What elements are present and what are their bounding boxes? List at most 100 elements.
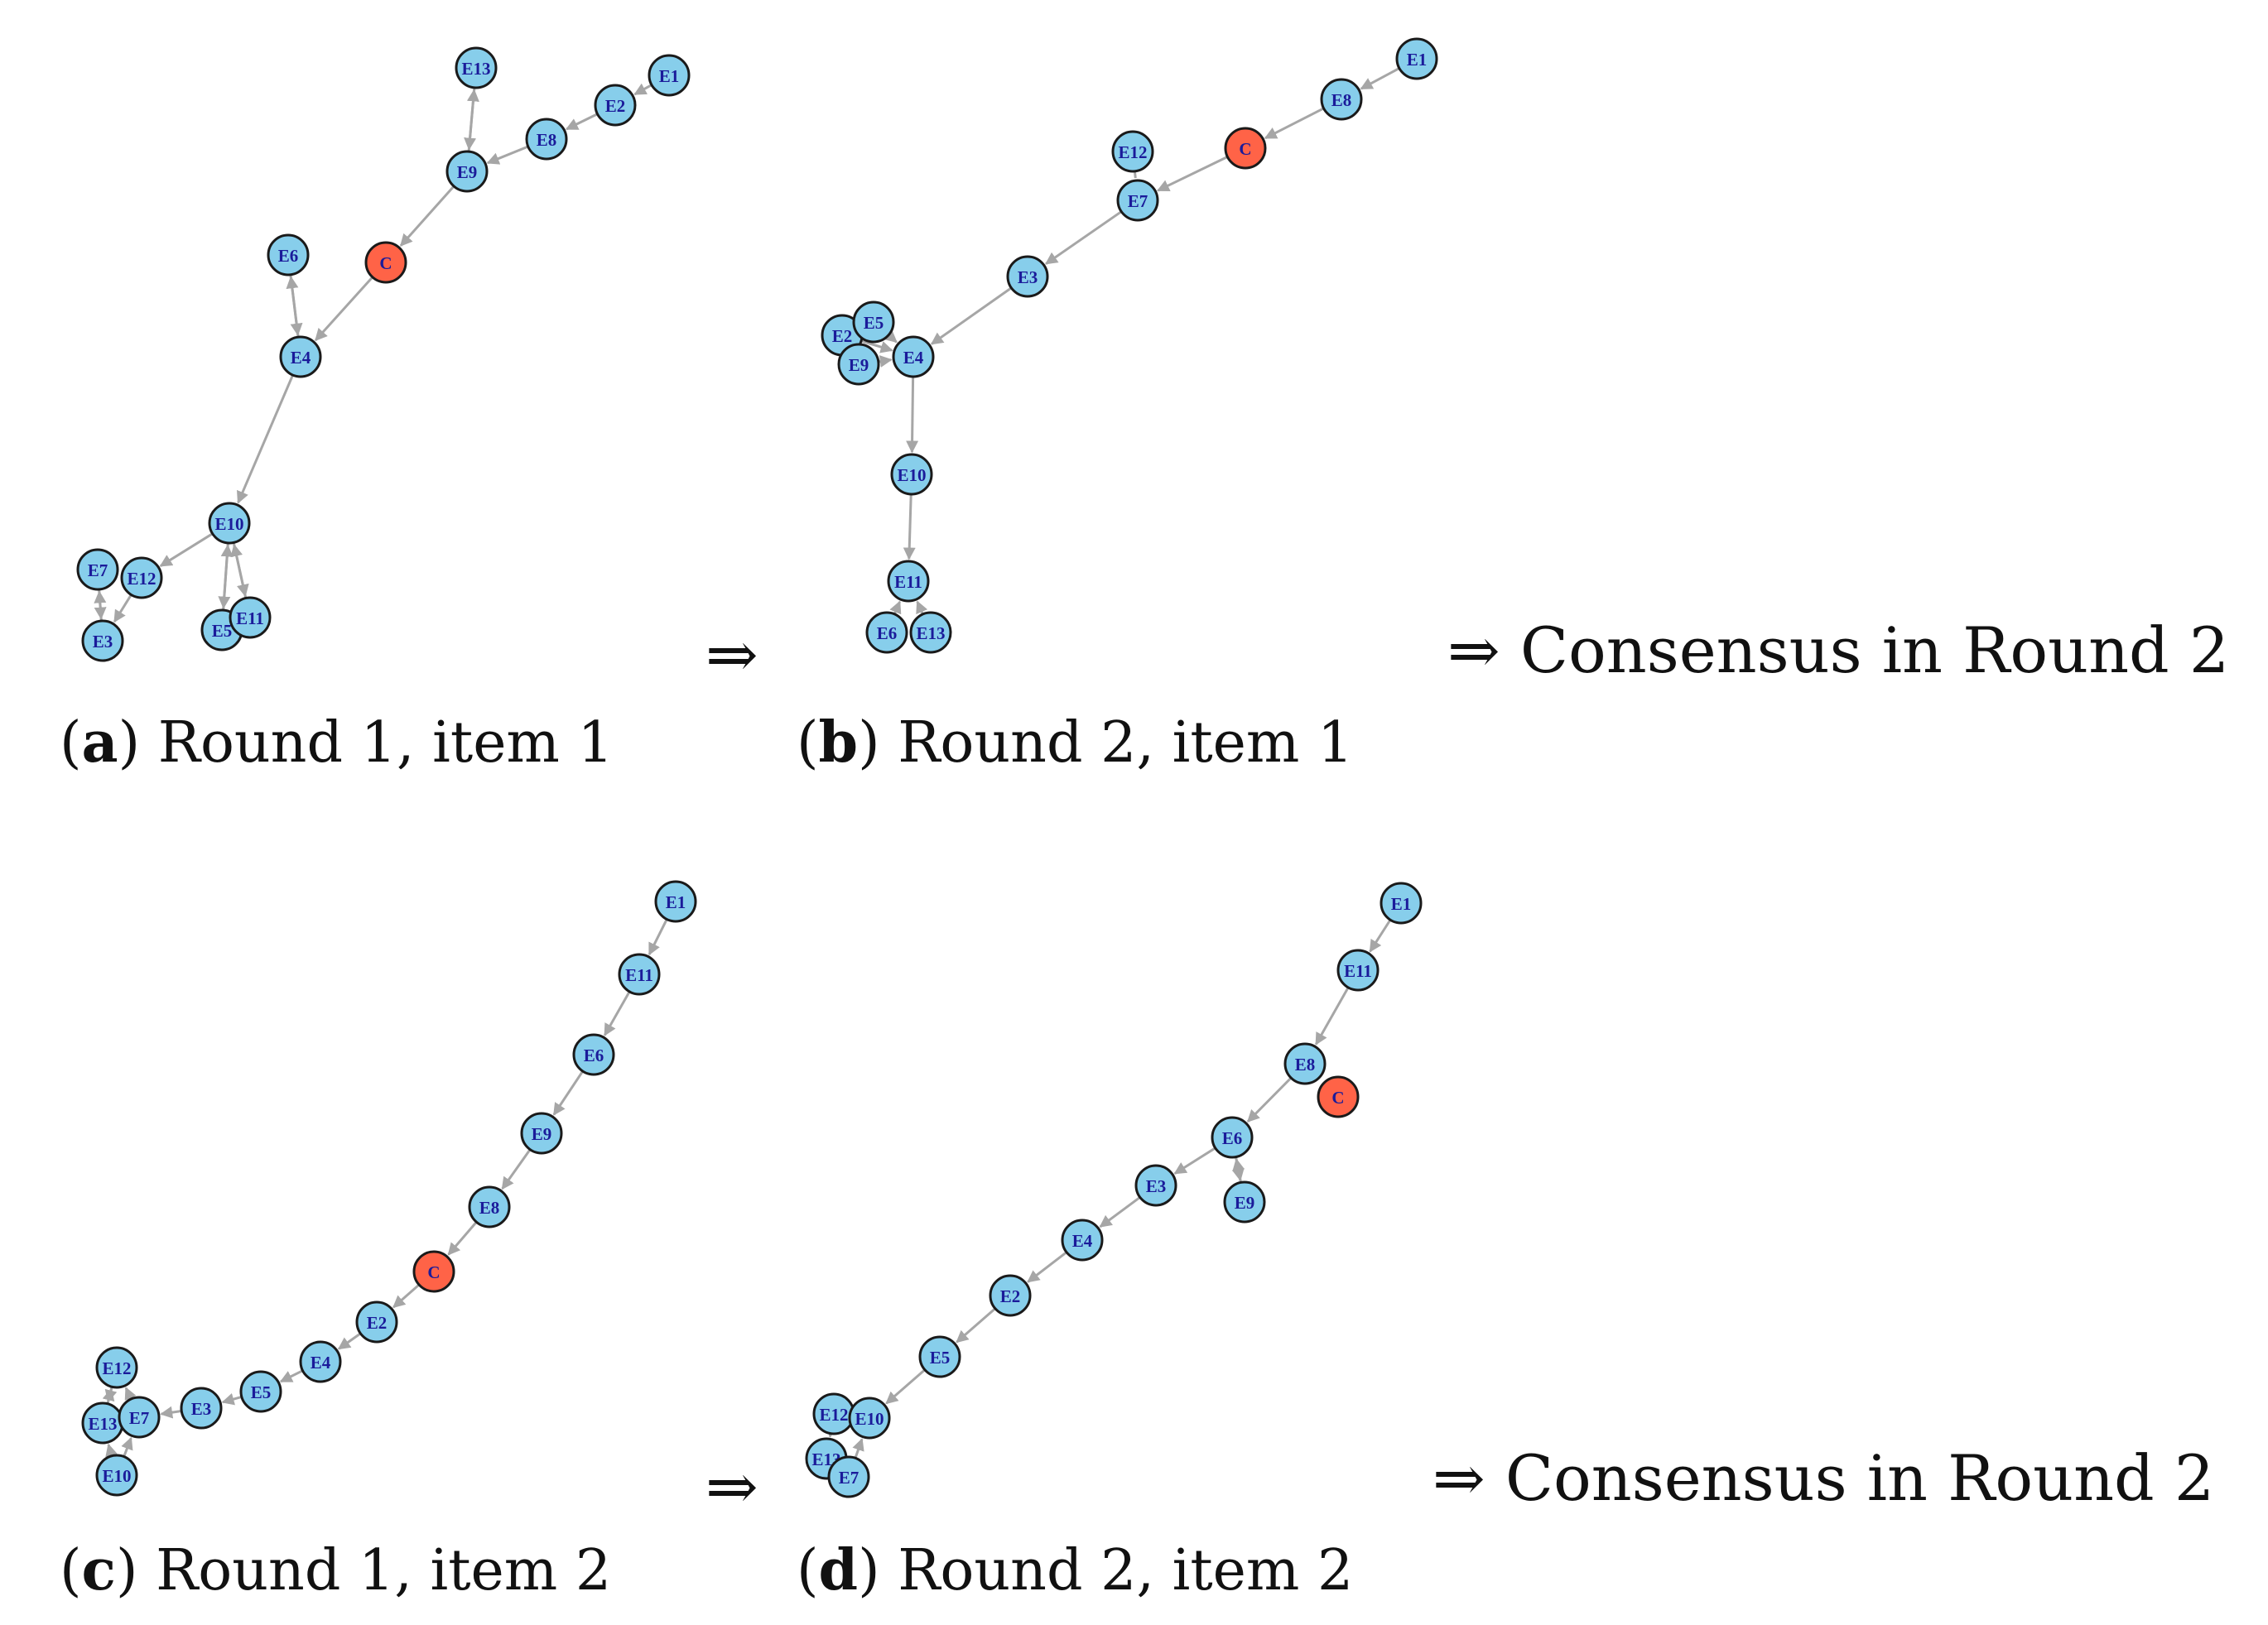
node-label-c: C bbox=[1331, 1088, 1344, 1108]
node-circle-e12 bbox=[1111, 130, 1154, 173]
node-label-e1: E1 bbox=[659, 66, 680, 86]
node-e6: E6 bbox=[267, 233, 310, 276]
node-circle-c bbox=[364, 241, 407, 284]
node-c: C bbox=[412, 1250, 455, 1293]
edge-e1-to-e11 bbox=[648, 919, 668, 956]
node-e2: E2 bbox=[989, 1274, 1032, 1317]
node-label-e4: E4 bbox=[903, 348, 924, 368]
node-label-e5: E5 bbox=[864, 313, 884, 333]
node-circle-e3 bbox=[1006, 255, 1049, 298]
node-label-e10: E10 bbox=[897, 465, 926, 485]
node-circle-c bbox=[412, 1250, 455, 1293]
implies-arrow-top: ⇒ bbox=[705, 618, 758, 691]
panel-b-network: E1 E8 C E12 E7 E3 E2 E5 E9 E4 E10 E11 E6 E13 bbox=[821, 37, 1438, 654]
node-e9: E9 bbox=[520, 1112, 563, 1155]
node-label-e9: E9 bbox=[1235, 1193, 1255, 1213]
node-e7: E7 bbox=[1116, 179, 1159, 222]
node-circle-e7 bbox=[827, 1455, 870, 1498]
node-e7: E7 bbox=[76, 548, 119, 591]
node-circle-e12 bbox=[120, 556, 163, 599]
edge-e8-to-e6 bbox=[1246, 1077, 1292, 1123]
node-e5: E5 bbox=[852, 300, 895, 344]
node-e13: E13 bbox=[455, 46, 498, 89]
edge-e13-to-e12 bbox=[102, 1387, 115, 1404]
node-c: C bbox=[1317, 1075, 1360, 1118]
node-label-e8: E8 bbox=[537, 130, 557, 150]
node-e10: E10 bbox=[208, 502, 251, 545]
edge-e8-to-e9 bbox=[486, 146, 528, 165]
node-label-e1: E1 bbox=[666, 892, 686, 912]
node-c: C bbox=[364, 241, 407, 284]
node-label-e7: E7 bbox=[839, 1468, 860, 1488]
node-e4: E4 bbox=[1061, 1219, 1104, 1262]
edge-e1-to-e8 bbox=[1360, 67, 1399, 90]
node-circle-e8 bbox=[1283, 1042, 1327, 1085]
node-label-e12: E12 bbox=[819, 1405, 848, 1425]
node-circle-e4 bbox=[1061, 1219, 1104, 1262]
panel-b-edges bbox=[861, 67, 1399, 615]
edge-e5-to-e3 bbox=[221, 1392, 242, 1406]
caption-b-text: Round 2, item 1 bbox=[898, 710, 1353, 776]
node-label-e3: E3 bbox=[93, 632, 113, 651]
node-label-e2: E2 bbox=[367, 1313, 388, 1333]
node-label-e7: E7 bbox=[88, 560, 108, 580]
edge-e7-to-e10 bbox=[852, 1438, 864, 1458]
node-e9: E9 bbox=[445, 150, 489, 193]
node-circle-e4 bbox=[892, 335, 935, 378]
panel-d-edges bbox=[826, 920, 1391, 1475]
edge-e2-to-e4 bbox=[337, 1333, 361, 1350]
node-e8: E8 bbox=[525, 118, 568, 161]
edge-e4-to-e6 bbox=[286, 276, 300, 337]
node-circle-e4 bbox=[299, 1340, 342, 1383]
node-e3: E3 bbox=[1134, 1164, 1177, 1207]
node-e1: E1 bbox=[654, 880, 697, 923]
edge-c-to-e7 bbox=[1156, 156, 1228, 192]
node-circle-e10 bbox=[890, 453, 933, 496]
node-circle-e6 bbox=[572, 1033, 615, 1076]
node-e8: E8 bbox=[468, 1185, 511, 1228]
edge-e3-to-e4 bbox=[1099, 1196, 1140, 1228]
caption-b: (b) Round 2, item 1 bbox=[797, 709, 1353, 776]
node-label-e5: E5 bbox=[930, 1348, 951, 1368]
implies-arrow-bottom: ⇒ bbox=[705, 1450, 758, 1523]
node-e13: E13 bbox=[81, 1401, 124, 1445]
node-e13: E13 bbox=[909, 611, 952, 654]
node-e11: E11 bbox=[618, 953, 661, 996]
caption-d-text: Round 2, item 2 bbox=[898, 1538, 1353, 1603]
edge-c-to-e2 bbox=[392, 1284, 420, 1309]
edge-e13-to-e11 bbox=[916, 600, 928, 615]
node-circle-e7 bbox=[1116, 179, 1159, 222]
edge-e6-to-e11 bbox=[889, 600, 902, 615]
node-e9: E9 bbox=[1223, 1180, 1266, 1224]
node-circle-e5 bbox=[918, 1335, 961, 1378]
edge-e12-to-e3 bbox=[113, 594, 132, 623]
node-circle-e2 bbox=[989, 1274, 1032, 1317]
node-circle-c bbox=[1317, 1075, 1360, 1118]
node-label-e6: E6 bbox=[877, 623, 898, 643]
edge-e4-to-e2 bbox=[1027, 1252, 1067, 1283]
node-e2: E2 bbox=[355, 1300, 398, 1344]
node-circle-e11 bbox=[1336, 949, 1380, 992]
node-circle-e1 bbox=[1395, 37, 1438, 80]
node-e11: E11 bbox=[229, 596, 272, 639]
edge-e10-to-e11 bbox=[903, 494, 916, 560]
node-label-e12: E12 bbox=[127, 569, 156, 589]
edge-e3-to-e7 bbox=[160, 1406, 181, 1419]
node-e6: E6 bbox=[1211, 1116, 1254, 1159]
node-circle-e5 bbox=[852, 300, 895, 344]
node-label-e8: E8 bbox=[1331, 90, 1352, 110]
node-circle-e1 bbox=[648, 54, 691, 97]
node-label-e11: E11 bbox=[625, 965, 653, 985]
node-circle-e12 bbox=[95, 1346, 138, 1389]
edge-e1-to-e11 bbox=[1369, 920, 1391, 953]
node-e1: E1 bbox=[1380, 882, 1423, 925]
node-e1: E1 bbox=[648, 54, 691, 97]
edge-e6-to-e9 bbox=[1231, 1157, 1245, 1181]
edge-e5-to-e10 bbox=[220, 544, 234, 610]
node-e9: E9 bbox=[837, 343, 880, 386]
edge-e7-to-e3 bbox=[94, 589, 107, 620]
node-e10: E10 bbox=[95, 1454, 138, 1497]
node-e12: E12 bbox=[812, 1392, 855, 1435]
edge-e8-to-c bbox=[1264, 107, 1324, 140]
